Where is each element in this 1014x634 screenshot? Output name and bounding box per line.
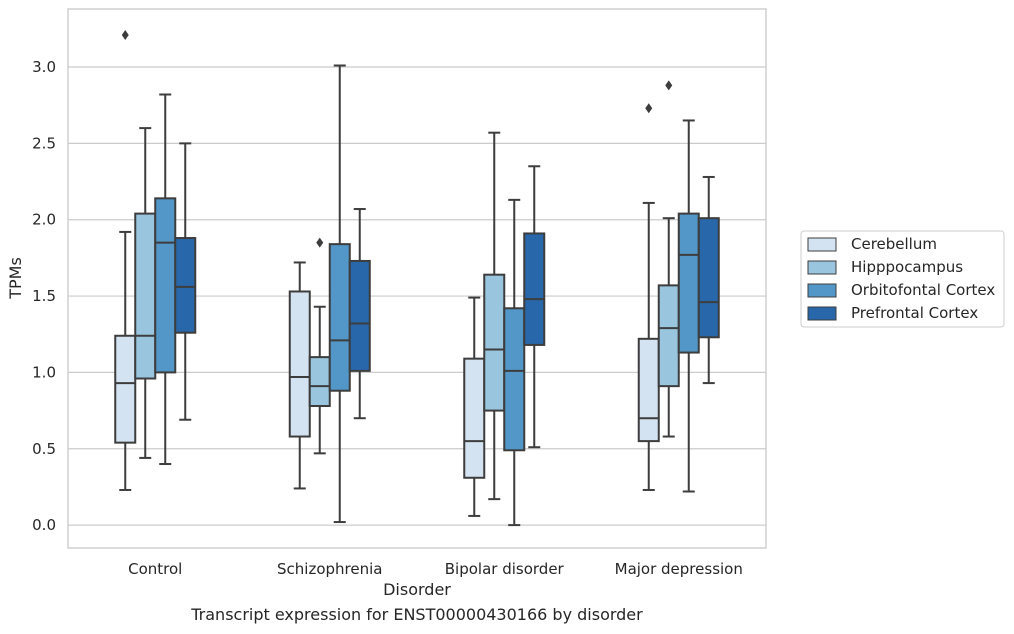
y-tick-label: 1.0 xyxy=(32,363,56,381)
box-iqr xyxy=(677,212,700,354)
legend: Cerebellum Hipppocampus Orbitofontal Corte… xyxy=(800,230,1005,328)
legend-swatch xyxy=(807,283,837,298)
outlier-point xyxy=(645,103,653,114)
box-series xyxy=(114,29,720,527)
box-iqr xyxy=(523,232,546,346)
legend-swatch xyxy=(807,237,837,252)
plot-frame xyxy=(67,8,767,549)
box-cerebellum xyxy=(114,29,137,491)
box-iqr xyxy=(154,197,177,374)
legend-label: Hipppocampus xyxy=(851,258,963,276)
legend-entries: Cerebellum Hipppocampus Orbitofontal Corte… xyxy=(807,235,995,322)
outlier-point xyxy=(665,80,673,91)
box-iqr xyxy=(348,259,371,372)
box-iqr xyxy=(637,337,660,443)
legend-swatch xyxy=(807,306,837,321)
x-tick-labels: Control Schizophrenia Bipolar disorder Majo… xyxy=(128,560,743,578)
legend-swatch xyxy=(807,260,837,275)
box-iqr xyxy=(134,212,157,380)
box-cerebellum xyxy=(463,296,486,517)
box-iqr xyxy=(657,284,680,388)
outlier-point xyxy=(121,29,129,40)
y-tick-label: 2.5 xyxy=(32,134,56,152)
box-prefrontal-cortex xyxy=(174,142,197,421)
outlier-point xyxy=(316,237,324,248)
box-iqr xyxy=(328,243,351,392)
box-orbitofontal-cortex xyxy=(154,93,177,466)
y-tick-label: 1.5 xyxy=(32,287,56,305)
box-iqr xyxy=(483,273,506,412)
y-tick-label: 0.0 xyxy=(32,516,56,534)
box-cerebellum xyxy=(288,261,311,490)
y-tick-labels: 0.0 0.5 1.0 1.5 2.0 2.5 3.0 xyxy=(32,58,56,534)
box-iqr xyxy=(697,217,720,339)
legend-label: Cerebellum xyxy=(851,235,937,253)
box-prefrontal-cortex xyxy=(348,208,371,420)
box-prefrontal-cortex xyxy=(697,175,720,385)
x-tick-label: Control xyxy=(128,560,182,578)
box-iqr xyxy=(114,334,137,444)
legend-label: Prefrontal Cortex xyxy=(851,304,978,322)
box-iqr xyxy=(463,357,486,479)
box-orbitofontal-cortex xyxy=(503,198,526,527)
y-axis-label: TPMs xyxy=(6,257,25,300)
legend-frame xyxy=(800,230,1005,328)
box-iqr xyxy=(503,307,526,452)
y-tick-label: 2.0 xyxy=(32,211,56,229)
box-cerebellum xyxy=(637,103,660,491)
box-iqr xyxy=(308,356,331,407)
x-tick-label: Schizophrenia xyxy=(277,560,382,578)
box-iqr xyxy=(174,237,197,334)
y-tick-label: 0.5 xyxy=(32,440,56,458)
x-tick-label: Bipolar disorder xyxy=(445,560,565,578)
x-tick-label: Major depression xyxy=(615,560,743,578)
box-prefrontal-cortex xyxy=(523,165,546,449)
x-axis-label: Disorder xyxy=(383,580,451,599)
legend-label: Orbitofontal Cortex xyxy=(851,281,995,299)
box-hipppocampus xyxy=(483,131,506,501)
box-hipppocampus xyxy=(134,127,157,459)
y-tick-label: 3.0 xyxy=(32,58,56,76)
chart-caption: Transcript expression for ENST0000043016… xyxy=(191,605,643,624)
box-iqr xyxy=(288,290,311,438)
